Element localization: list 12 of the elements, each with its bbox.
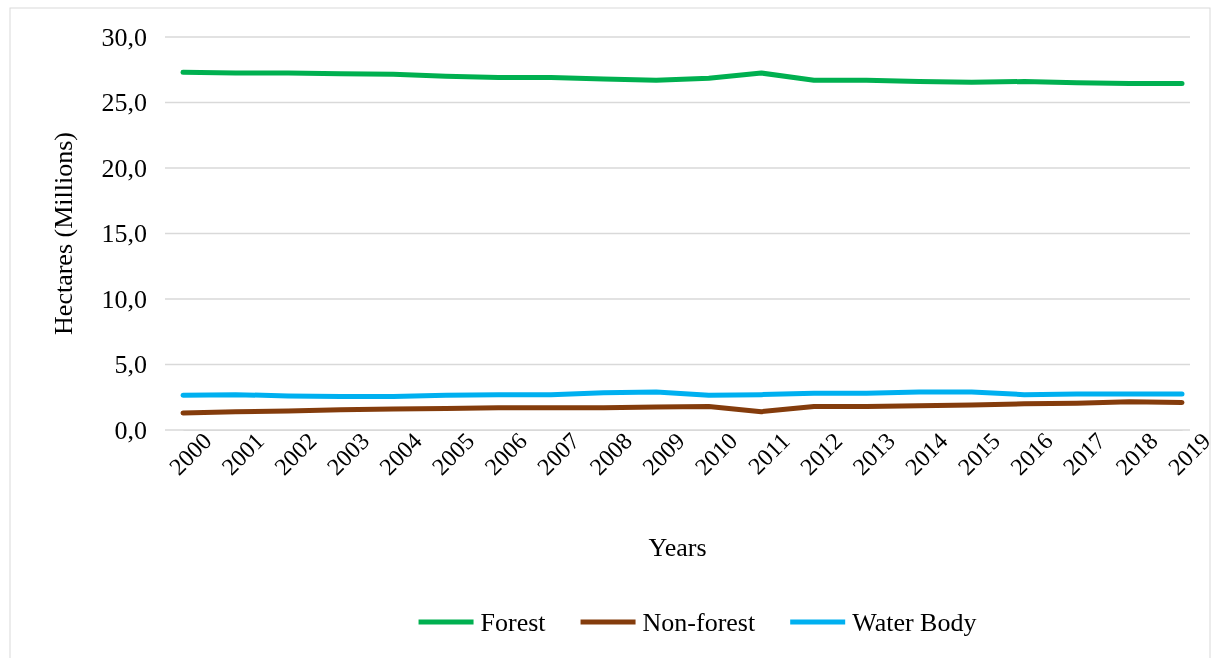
y-tick-label: 30,0 — [101, 22, 147, 52]
y-tick-label: 20,0 — [101, 153, 147, 183]
y-tick-label: 5,0 — [114, 350, 147, 380]
legend-label: Forest — [480, 608, 547, 637]
x-axis-title: Years — [648, 533, 707, 562]
y-tick-label: 25,0 — [101, 88, 147, 118]
y-tick-label: 10,0 — [101, 284, 147, 314]
legend-label: Water Body — [852, 608, 977, 637]
y-tick-label: 15,0 — [101, 219, 147, 249]
y-axis-title: Hectares (Millions) — [49, 132, 78, 335]
legend-label: Non-forest — [642, 608, 756, 637]
y-tick-label: 0,0 — [114, 415, 147, 445]
